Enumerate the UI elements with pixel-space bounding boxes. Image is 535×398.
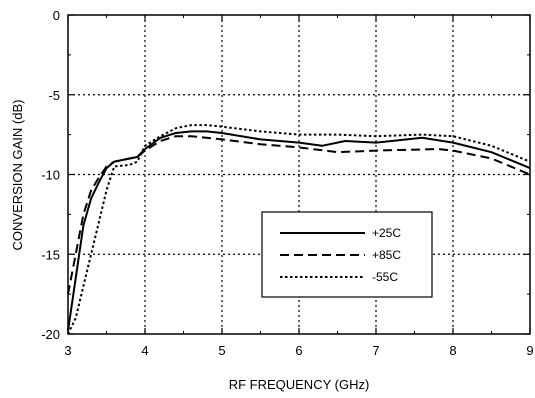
legend-label-0: +25C bbox=[372, 226, 401, 240]
legend-label-2: -55C bbox=[372, 270, 398, 284]
tick-marks bbox=[67, 14, 531, 335]
x-tick-label: 9 bbox=[526, 343, 533, 358]
series-lines bbox=[67, 124, 531, 335]
series-line-1 bbox=[67, 135, 531, 295]
x-tick-label: 6 bbox=[295, 343, 302, 358]
y-tick-label: -20 bbox=[41, 327, 60, 342]
x-tick-label: 8 bbox=[449, 343, 456, 358]
x-tick-label: 5 bbox=[218, 343, 225, 358]
y-tick-label: -10 bbox=[41, 168, 60, 183]
legend: +25C +85C -55C bbox=[261, 211, 433, 298]
x-axis-label: RF FREQUENCY (GHz) bbox=[229, 377, 370, 392]
y-tick-label: 0 bbox=[53, 8, 60, 23]
series-line-0 bbox=[67, 130, 531, 331]
y-axis-label: CONVERSION GAIN (dB) bbox=[10, 100, 25, 251]
legend-box bbox=[261, 211, 433, 298]
x-tick-label: 7 bbox=[372, 343, 379, 358]
y-tick-label: -15 bbox=[41, 247, 60, 262]
y-tick-label: -5 bbox=[48, 88, 60, 103]
x-tick-label: 4 bbox=[141, 343, 148, 358]
x-tick-labels: 3 4 5 6 7 8 9 bbox=[64, 343, 533, 358]
series-line-2 bbox=[67, 124, 531, 335]
x-tick-label: 3 bbox=[64, 343, 71, 358]
y-tick-labels: 0 -5 -10 -15 -20 bbox=[41, 8, 60, 342]
legend-label-1: +85C bbox=[372, 248, 401, 262]
